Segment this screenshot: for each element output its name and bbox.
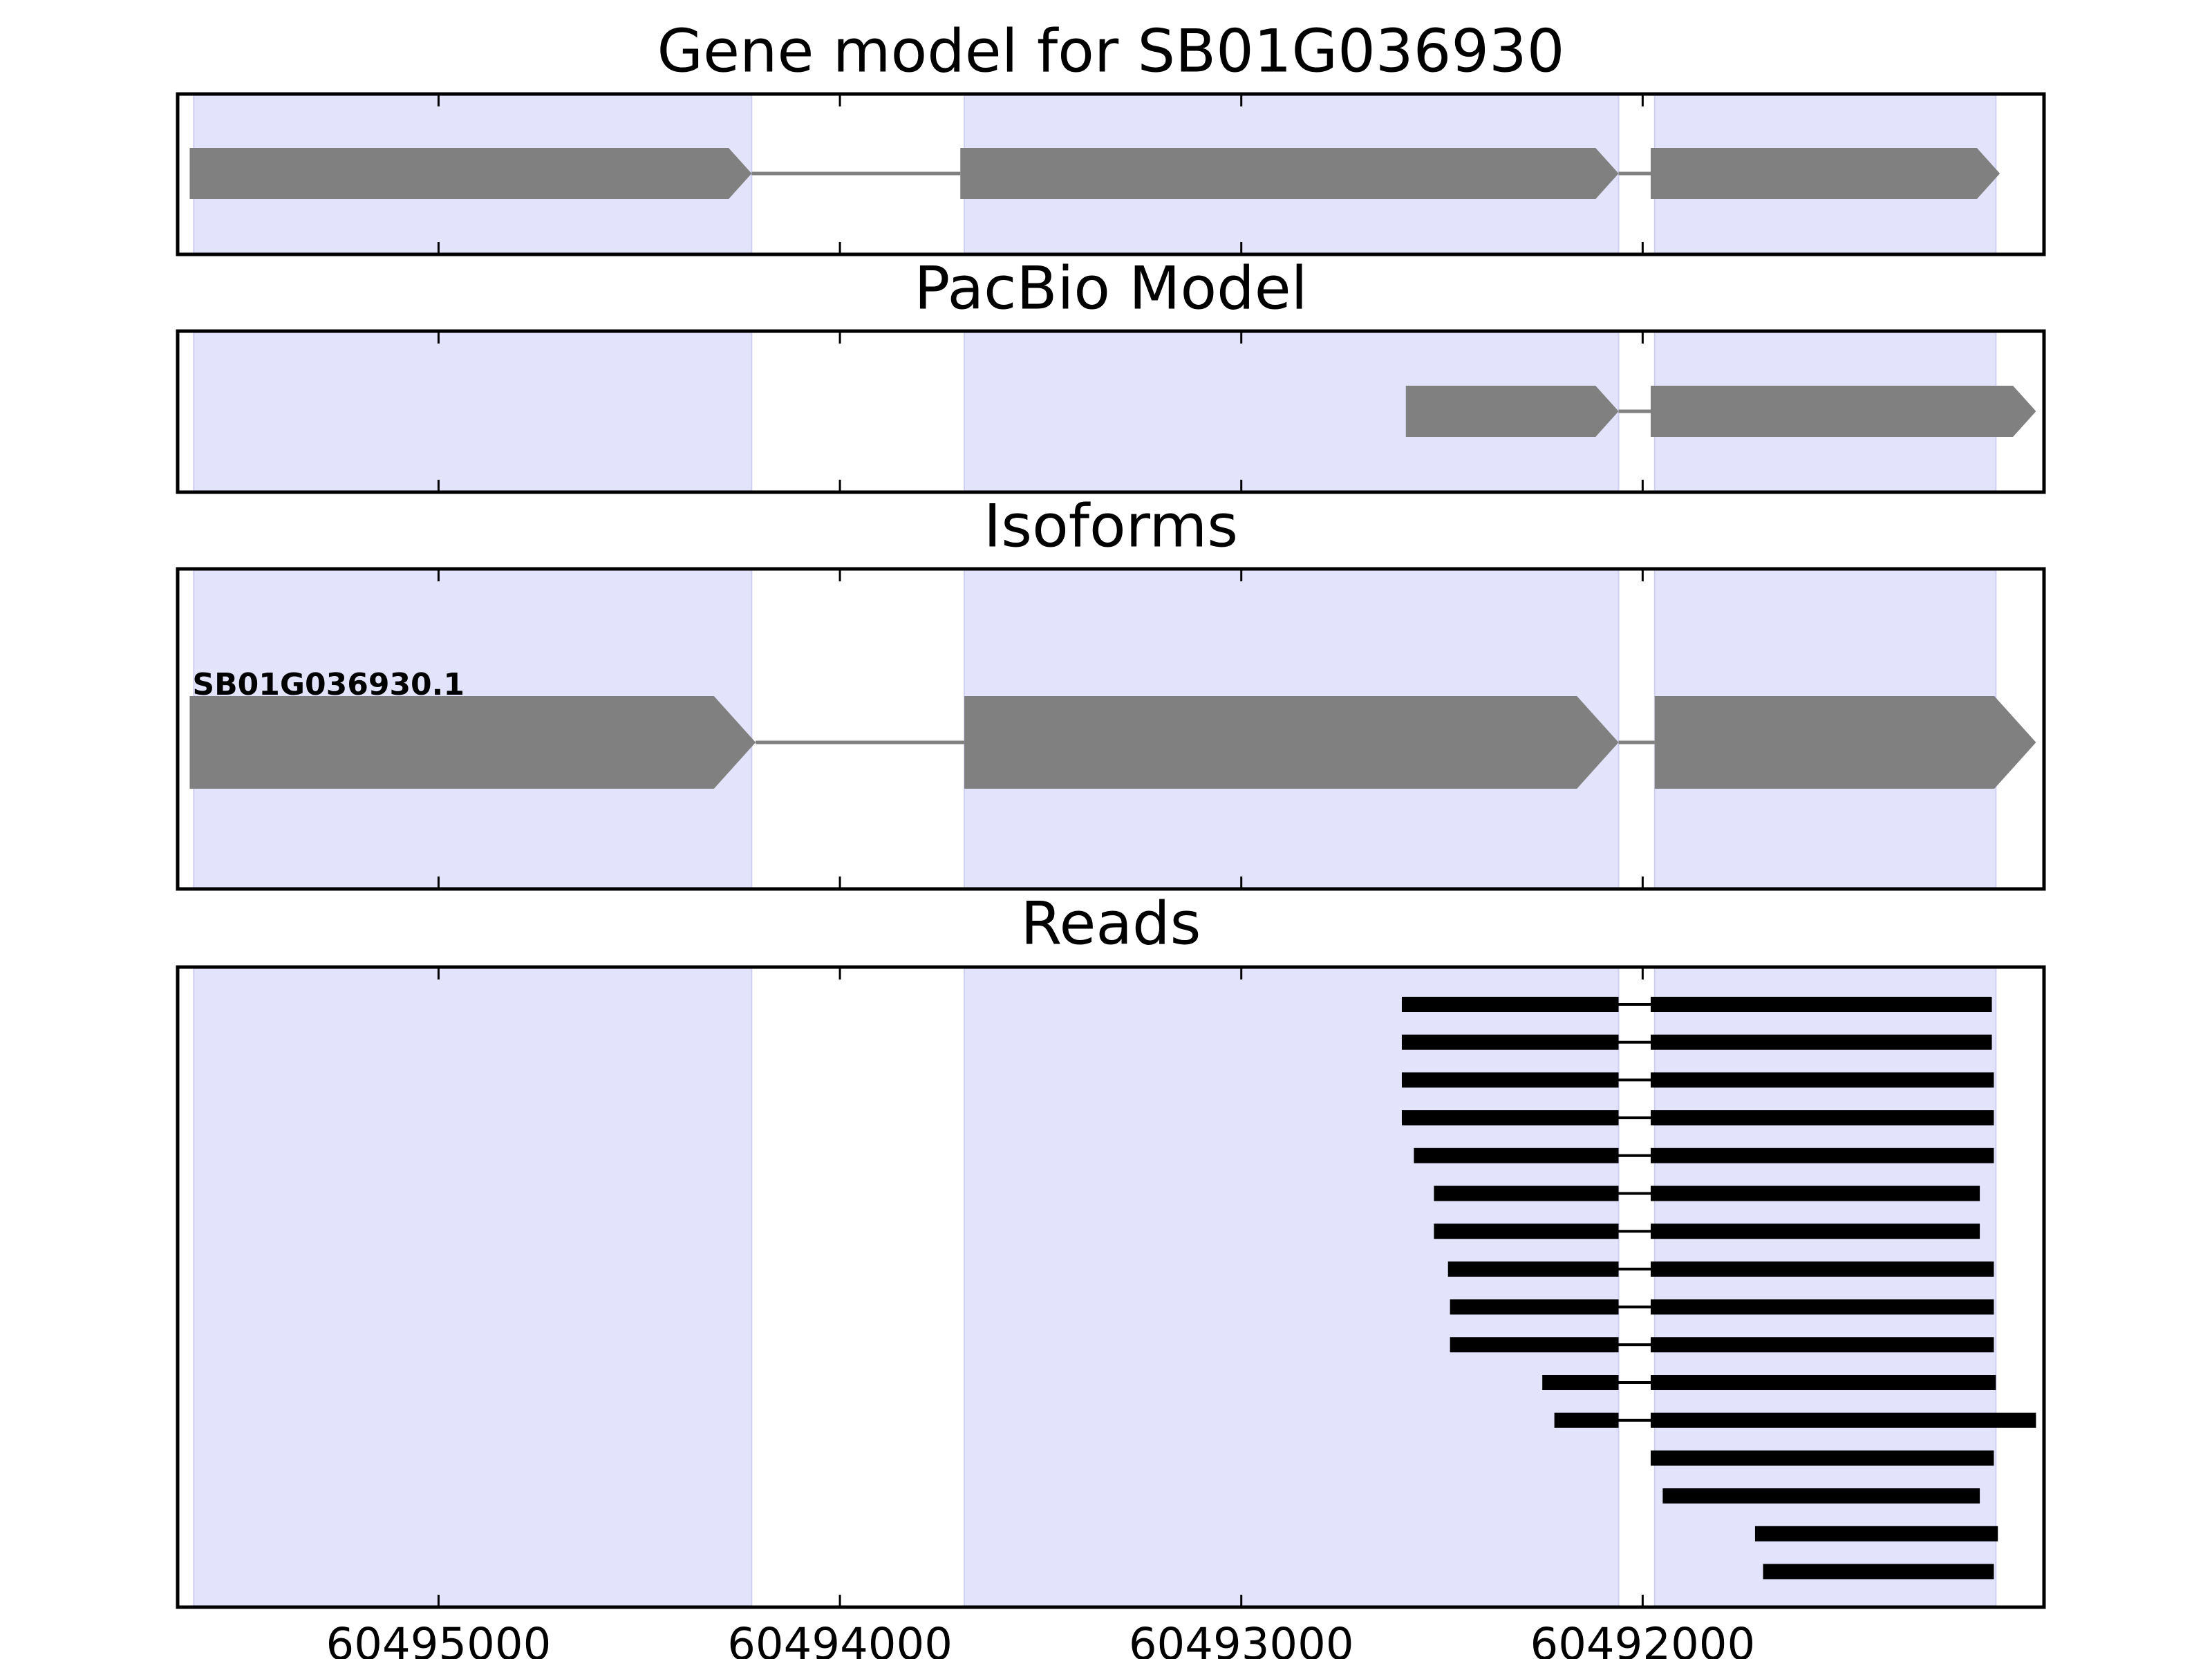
read-block [1650,1072,1994,1088]
gene-model-panel: Gene model for SB01G036930 [176,17,2046,256]
read-block [1434,1185,1619,1201]
read-block [1650,1110,1994,1126]
read-block [1650,1147,1994,1163]
exon-block [960,148,1619,199]
read-block [1447,1261,1619,1277]
panel-title: PacBio Model [914,254,1307,323]
read-block [1650,1450,1994,1466]
exon-shading-band [964,966,1620,1608]
x-tick-label: 60495000 [326,1620,552,1659]
read-block [1554,1412,1619,1428]
reads-panel: Reads [176,889,2046,1609]
read-block [1401,997,1619,1012]
read-block [1650,1034,1992,1050]
read-block [1650,997,1992,1012]
exon-block [1650,386,2036,437]
panel-title: Reads [1021,889,1201,958]
x-tick-label: 60494000 [727,1620,953,1659]
read-block [1650,1261,1994,1277]
read-block [1754,1526,1998,1541]
read-block [1450,1299,1619,1315]
exon-block [964,696,1619,789]
read-block [1650,1299,1994,1315]
read-block [1650,1412,2036,1428]
x-tick-label: 60493000 [1129,1620,1354,1659]
read-block [1450,1337,1619,1353]
read-block [1401,1034,1619,1050]
read-block [1434,1224,1619,1239]
read-block [1763,1564,1994,1580]
read-block [1650,1375,1996,1390]
exon-shading-band [193,966,753,1608]
panel-frame [176,329,2046,494]
isoform-label: SB01G036930.1 [192,667,465,702]
panel-frame [176,965,2046,1609]
exon-block [1654,696,2036,789]
isoforms-panel: Isoforms SB01G036930.1 [176,491,2046,891]
panel-frame [176,92,2046,256]
exon-shading-band [1653,966,1997,1608]
exon-block [1650,148,2000,199]
exon-block [189,148,752,199]
pacbio-model-panel: PacBio Model [176,254,2046,494]
panel-title: Gene model for SB01G036930 [657,17,1565,86]
exon-block [1405,386,1619,437]
exon-shading-band [193,330,753,493]
read-block [1650,1185,1980,1201]
panel-frame [176,567,2046,891]
read-block [1650,1337,1994,1353]
read-block [1414,1147,1619,1163]
read-block [1650,1224,1980,1239]
read-block [1662,1488,1980,1504]
read-block [1401,1072,1619,1088]
read-block [1542,1375,1619,1390]
x-tick-label: 60492000 [1530,1620,1755,1659]
read-block [1401,1110,1619,1126]
panel-title: Isoforms [984,491,1238,561]
exon-block [189,696,756,789]
